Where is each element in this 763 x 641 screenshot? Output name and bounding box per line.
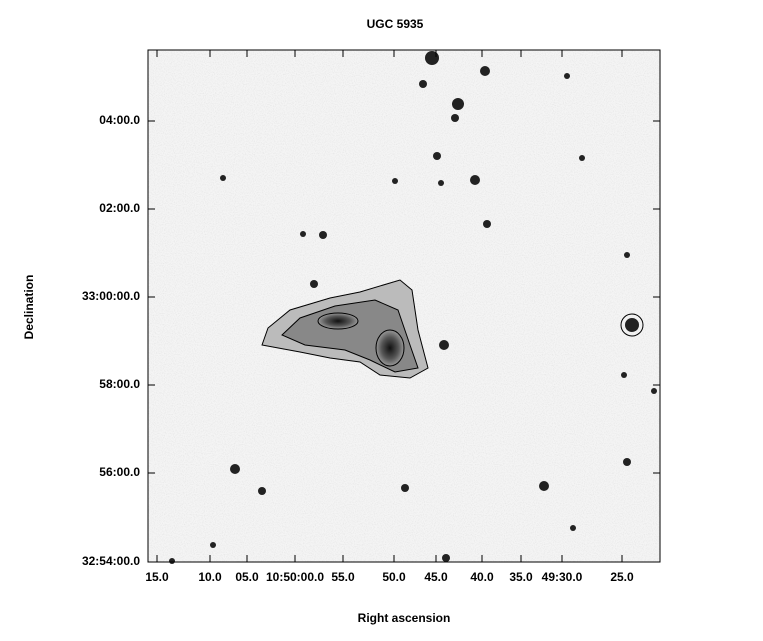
- x-tick-label: 10.0: [198, 570, 222, 584]
- x-tick-label: 35.0: [509, 570, 533, 584]
- ticks: 15.0 10.0 05.0 10:50:00.0 55.0 50.0 45.0 40.0 35…: [82, 50, 660, 584]
- x-tick-label: 40.0: [470, 570, 494, 584]
- galaxy-core: [317, 312, 359, 330]
- y-tick-label: 04:00.0: [99, 113, 140, 127]
- y-tick-label: 02:00.0: [99, 201, 140, 215]
- x-tick-label: 10:50:00.0: [266, 570, 324, 584]
- x-tick-label: 49:30.0: [542, 570, 583, 584]
- title: UGC 5935: [367, 17, 424, 31]
- plot-frame: [147, 49, 661, 563]
- y-tick-label: 56:00.0: [99, 465, 140, 479]
- x-tick-label: 15.0: [145, 570, 169, 584]
- galaxy-core: [375, 329, 405, 367]
- x-tick-label: 55.0: [331, 570, 355, 584]
- x-tick-label: 05.0: [235, 570, 259, 584]
- image: [148, 50, 660, 564]
- y-axis-label: Declination: [22, 275, 36, 340]
- x-axis-label: Right ascension: [358, 611, 451, 625]
- y-tick-label: 58:00.0: [99, 377, 140, 391]
- y-tick-label: 33:00:00.0: [82, 289, 140, 303]
- x-tick-label: 50.0: [382, 570, 406, 584]
- star-contour: [620, 313, 644, 337]
- y-tick-label: 32:54:00.0: [82, 554, 140, 568]
- x-tick-label: 25.0: [610, 570, 634, 584]
- x-tick-label: 45.0: [424, 570, 448, 584]
